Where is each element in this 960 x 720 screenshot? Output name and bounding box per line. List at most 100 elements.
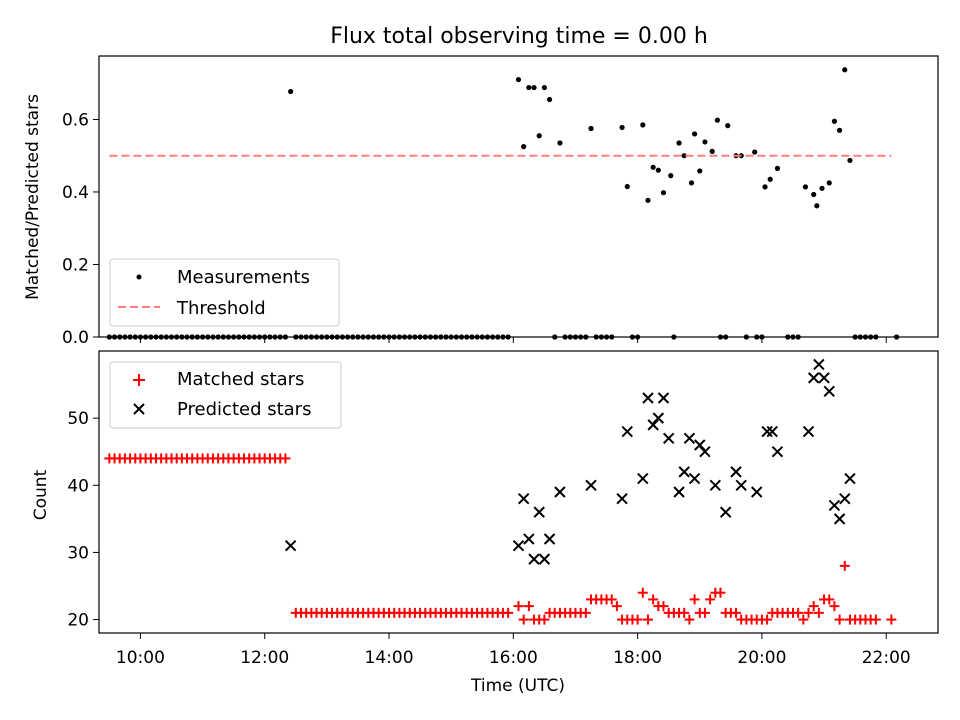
predicted-stars-point (284, 540, 297, 552)
predicted-stars-point (823, 385, 835, 397)
measurement-point (671, 334, 677, 340)
measurement-point (256, 334, 263, 340)
measurement-point (759, 334, 765, 340)
top-plot-marks (106, 67, 900, 340)
matched-stars-point (870, 614, 881, 625)
measurement-point (329, 334, 335, 340)
predicted-stars-point (523, 533, 535, 545)
measurement-point (427, 334, 434, 340)
measurement-point (241, 334, 247, 340)
matched-stars-point (839, 560, 850, 571)
predicted-stars-point (709, 479, 722, 491)
matched-stars-point (715, 587, 726, 598)
matched-stars-point (518, 614, 529, 625)
measurement-point (267, 334, 273, 340)
top-axes-ticks: 0.0 0.2 0.4 0.6 (62, 110, 887, 348)
legend-measurements-marker (136, 274, 142, 280)
measurement-point (836, 127, 843, 133)
measurement-point (438, 334, 444, 340)
measurement-point (645, 197, 651, 203)
measurement-point (635, 334, 641, 340)
measurement-point (117, 334, 123, 340)
measurement-point (132, 334, 138, 340)
measurement-point (650, 164, 656, 170)
measurement-point (862, 334, 869, 340)
predicted-stars-point (528, 553, 540, 565)
measurement-point (143, 334, 149, 340)
measurement-point (629, 334, 636, 340)
legend-measurements-label: Measurements (177, 267, 310, 288)
measurement-point (111, 334, 118, 340)
predicted-stars-point (719, 506, 732, 518)
x-tick-label: 18:00 (613, 648, 662, 668)
y-tick-label: 0.2 (62, 255, 89, 275)
measurement-point (474, 334, 480, 340)
measurement-point (811, 191, 817, 198)
measurement-point (688, 180, 695, 186)
top-legend: Measurements Threshold (109, 258, 340, 327)
measurement-point (122, 334, 128, 340)
measurement-point (370, 334, 377, 340)
bottom-plot-marks (104, 358, 897, 625)
matched-stars-point (679, 607, 690, 618)
x-tick-label: 16:00 (489, 648, 538, 668)
measurement-point (319, 334, 325, 340)
measurement-point (163, 334, 169, 340)
measurement-point (210, 334, 216, 340)
measurement-point (521, 144, 527, 150)
predicted-stars-point (538, 553, 551, 565)
measurement-point (407, 334, 413, 340)
predicted-stars-point (554, 486, 566, 498)
measurement-point (495, 334, 501, 340)
predicted-stars-point (637, 472, 649, 485)
measurement-point (344, 334, 351, 340)
measurement-point (790, 334, 796, 340)
bottom-axes-ticks: 20 30 40 50 10:00 12:00 14:00 16:00 18:00 20:00 22… (67, 409, 910, 668)
measurement-point (422, 334, 428, 340)
measurement-point (697, 168, 703, 174)
x-tick-label: 10:00 (116, 648, 165, 668)
measurement-point (752, 149, 758, 155)
predicted-stars-point (818, 372, 830, 384)
measurement-point (691, 131, 698, 137)
measurement-point (754, 334, 760, 340)
measurement-point (262, 334, 268, 340)
measurement-point (215, 334, 221, 340)
legend-matched-stars-marker (133, 374, 145, 386)
y-tick-label: 0.0 (62, 328, 89, 348)
matched-stars-point (611, 601, 622, 612)
y-tick-label: 50 (67, 409, 89, 429)
measurement-point (598, 334, 604, 340)
measurement-point (127, 334, 133, 340)
measurement-point (774, 165, 781, 171)
measurement-point (194, 334, 201, 340)
predicted-stars-point (662, 432, 675, 444)
measurement-point (313, 334, 320, 340)
predicted-stars-point (807, 372, 820, 384)
measurement-point (391, 334, 397, 340)
measurement-point (655, 167, 661, 173)
measurement-point (236, 334, 242, 340)
predicted-stars-point (828, 499, 841, 512)
measurement-point (433, 334, 439, 340)
predicted-stars-point (751, 486, 763, 498)
measurement-point (288, 88, 294, 95)
predicted-stars-point (694, 439, 706, 451)
chart-title: Flux total observing time = 0.00 h (330, 24, 708, 49)
predicted-stars-point (802, 425, 815, 438)
measurement-point (743, 334, 749, 340)
measurement-point (762, 184, 768, 190)
measurement-point (360, 334, 366, 340)
measurement-point (282, 334, 289, 340)
predicted-stars-point (730, 466, 742, 478)
measurement-point (464, 334, 470, 340)
measurement-point (819, 185, 825, 191)
predicted-stars-point (813, 358, 825, 371)
measurement-point (717, 334, 724, 340)
measurement-point (412, 334, 418, 340)
measurement-point (831, 118, 838, 124)
predicted-stars-point (761, 425, 773, 438)
measurement-point (500, 334, 506, 340)
measurement-point (802, 184, 809, 190)
